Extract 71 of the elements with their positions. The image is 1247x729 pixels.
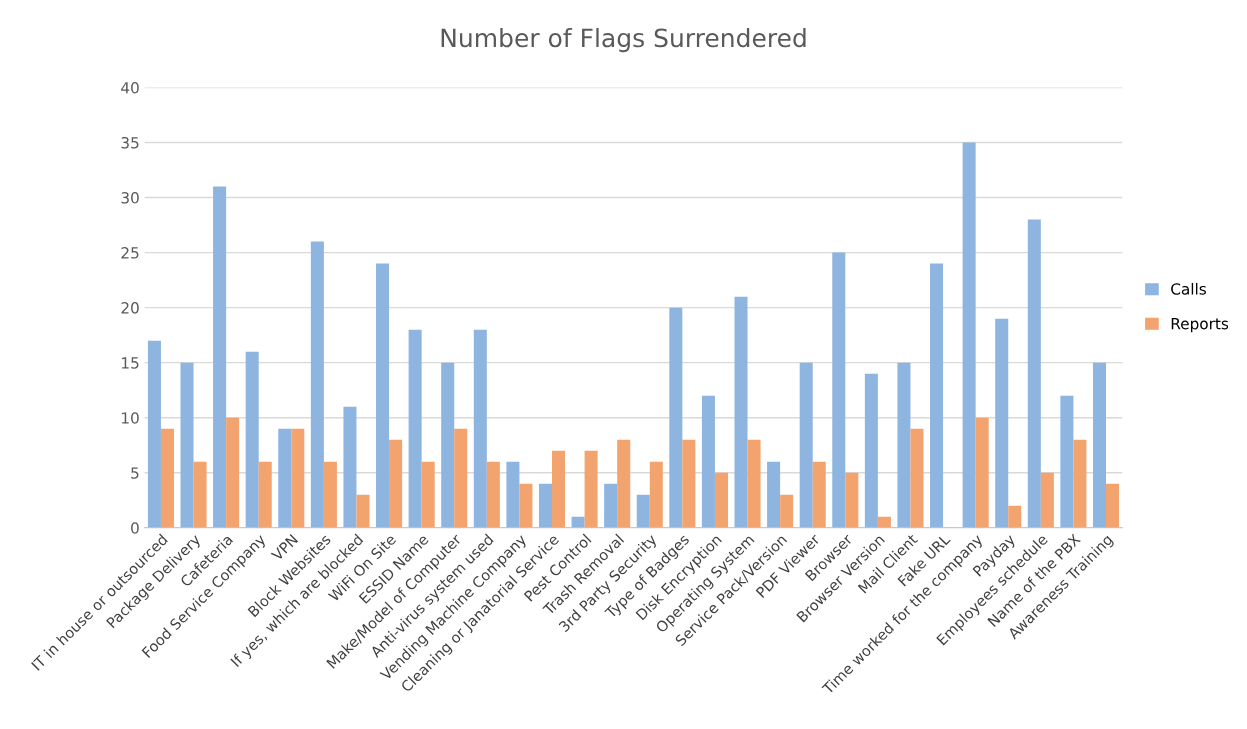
bar bbox=[747, 439, 761, 528]
bar bbox=[552, 450, 566, 528]
legend-label: Calls bbox=[1171, 282, 1206, 295]
bar bbox=[571, 516, 585, 528]
bar bbox=[1092, 362, 1107, 528]
y-tick-label: 15 bbox=[122, 357, 139, 369]
bar bbox=[473, 329, 487, 528]
bar bbox=[376, 263, 390, 528]
y-tick-label: 30 bbox=[121, 192, 139, 204]
bar bbox=[356, 494, 370, 528]
y-tick-label: 0 bbox=[131, 522, 139, 534]
bar bbox=[930, 263, 944, 528]
bar bbox=[780, 494, 794, 528]
bar bbox=[1008, 505, 1022, 528]
bar bbox=[454, 428, 468, 528]
bar bbox=[682, 439, 696, 528]
bar bbox=[291, 428, 305, 528]
bar bbox=[812, 461, 826, 528]
bar bbox=[213, 186, 227, 528]
bar bbox=[975, 417, 989, 528]
y-tick-label: 5 bbox=[131, 467, 139, 479]
bar bbox=[636, 494, 650, 528]
bar bbox=[767, 461, 781, 528]
bar bbox=[441, 362, 455, 528]
bar bbox=[714, 472, 728, 528]
bar bbox=[832, 252, 846, 528]
bar bbox=[245, 351, 259, 528]
y-tick-label: 40 bbox=[121, 81, 139, 94]
bar bbox=[845, 472, 859, 528]
bar bbox=[343, 406, 357, 528]
bar bbox=[604, 483, 618, 528]
bar bbox=[1060, 395, 1074, 528]
bar bbox=[486, 461, 500, 528]
bar bbox=[278, 428, 292, 528]
bar bbox=[421, 461, 435, 528]
legend-label: Reports bbox=[1171, 318, 1229, 333]
y-tick-label: 20 bbox=[121, 302, 139, 314]
bar bbox=[1027, 219, 1041, 528]
bar bbox=[1106, 483, 1120, 528]
bar bbox=[864, 373, 878, 528]
bar bbox=[1073, 439, 1087, 528]
bar bbox=[180, 362, 194, 528]
bar bbox=[1040, 472, 1054, 528]
bar bbox=[617, 439, 631, 528]
bar bbox=[389, 439, 403, 528]
bar bbox=[799, 362, 813, 528]
y-tick-label: 35 bbox=[121, 136, 139, 149]
chart-title: Number of Flags Surrendered bbox=[441, 28, 806, 53]
bar bbox=[701, 395, 715, 528]
y-tick-label: 10 bbox=[122, 412, 139, 424]
bar bbox=[323, 461, 337, 528]
bar bbox=[669, 307, 683, 528]
bar bbox=[734, 296, 748, 528]
bar bbox=[258, 461, 272, 528]
bar bbox=[538, 483, 553, 528]
bar bbox=[193, 461, 207, 528]
bar bbox=[519, 483, 533, 528]
bar bbox=[226, 417, 240, 528]
bar bbox=[962, 142, 976, 528]
bar bbox=[160, 428, 174, 528]
bar bbox=[877, 516, 891, 528]
y-tick-label: 25 bbox=[121, 247, 139, 259]
bar bbox=[147, 340, 161, 528]
bar bbox=[649, 461, 663, 528]
bar bbox=[584, 450, 598, 528]
bar bbox=[310, 241, 324, 528]
bar bbox=[506, 461, 520, 528]
bar bbox=[910, 428, 924, 528]
bar bbox=[897, 362, 911, 528]
bar bbox=[408, 329, 422, 528]
bar bbox=[995, 318, 1009, 528]
